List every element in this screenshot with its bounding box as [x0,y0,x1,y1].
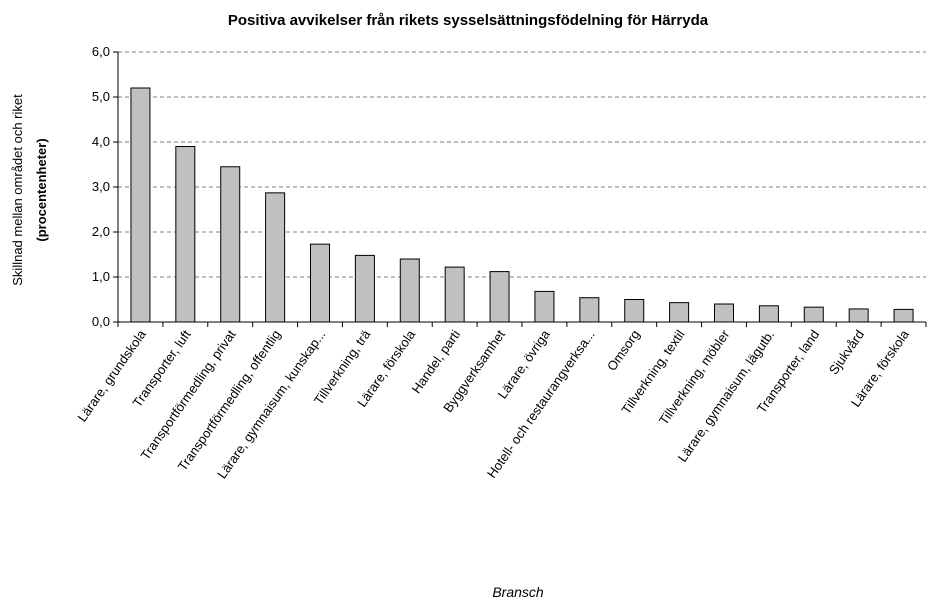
bar [444,266,465,323]
bar [310,243,330,323]
bar [893,308,914,323]
bar [354,254,375,323]
y-tick-labels: 0,0 1,0 2,0 3,0 4,0 5,0 6,0 [92,44,110,329]
y-tick-label: 3,0 [92,179,110,194]
bar [175,146,196,323]
x-tick-label: Lärare, grundskola [74,326,149,424]
bar [803,306,824,323]
chart-title: Positiva avvikelser från rikets sysselsä… [228,12,709,29]
y-axis-label-line2: (procentenheter) [34,138,49,241]
x-axis-label: Bransch [492,584,544,600]
y-tick-label: 1,0 [92,269,110,284]
gridlines [118,51,926,278]
y-axis-label: Skillnad mellan området och riket (proce… [10,94,49,286]
bar [624,299,645,323]
bar [669,302,690,323]
x-tick-label: Sjukvård [826,327,867,377]
bar [489,271,510,323]
x-tick-label: Omsorg [604,327,643,373]
bar [848,308,869,323]
bar [714,303,734,323]
y-tick-label: 0,0 [92,314,110,329]
bar [220,166,241,323]
bar [579,297,600,323]
y-tick-label: 4,0 [92,134,110,149]
y-tick-label: 6,0 [92,44,110,59]
bars [130,87,914,323]
bar [758,305,779,323]
bar [130,87,151,323]
axes [113,51,927,327]
y-tick-label: 5,0 [92,89,110,104]
bar [399,258,420,323]
y-tick-label: 2,0 [92,224,110,239]
bar [534,290,555,323]
bar [265,192,286,323]
y-axis-label-line1: Skillnad mellan området och riket [10,94,25,286]
